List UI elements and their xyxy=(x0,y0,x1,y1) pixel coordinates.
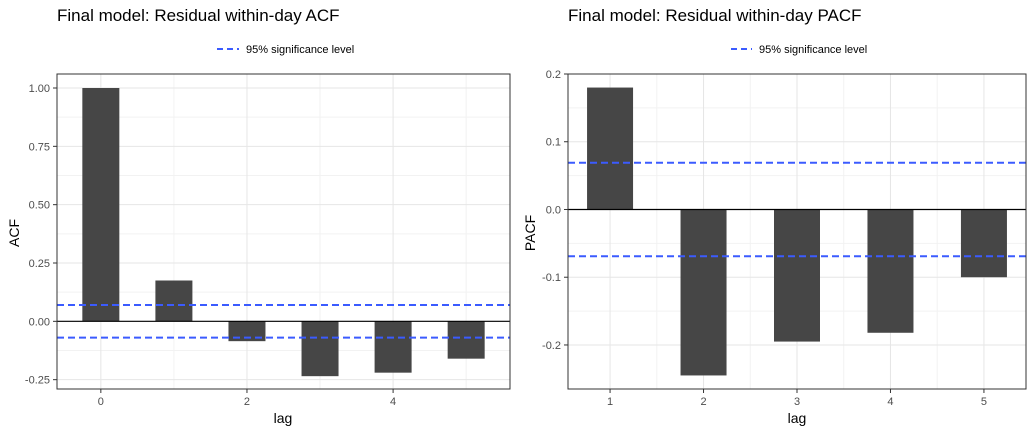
acf-y-axis-title: ACF xyxy=(6,219,22,247)
pacf-chart: Final model: Residual within-day PACF 95… xyxy=(522,6,1027,426)
acf-bar-lag-2 xyxy=(228,321,266,342)
acf-y-tick-label: 0.75 xyxy=(29,141,50,153)
acf-plot-area: -0.25 0.00 0.25 0.50 0.75 1.00 0 2 4 xyxy=(25,73,511,408)
pacf-y-tick-label: 0.2 xyxy=(546,69,561,81)
acf-chart: Final model: Residual within-day ACF 95%… xyxy=(6,6,511,426)
pacf-legend-label: 95% significance level xyxy=(759,44,867,56)
acf-chart-title: Final model: Residual within-day ACF xyxy=(57,6,340,25)
acf-bar-lag-4 xyxy=(374,321,412,373)
pacf-bar-lag-2 xyxy=(680,209,727,376)
acf-y-tick-label: -0.25 xyxy=(25,375,50,387)
pacf-x-tick-label: 4 xyxy=(887,396,893,408)
acf-y-tick-label: 0.25 xyxy=(29,258,50,270)
pacf-y-tick-label: -0.1 xyxy=(542,272,561,284)
pacf-chart-title: Final model: Residual within-day PACF xyxy=(568,6,862,25)
pacf-y-tick-label: 0.0 xyxy=(546,204,561,216)
pacf-bar-lag-1 xyxy=(587,87,634,210)
acf-bar-lag-3 xyxy=(301,321,339,377)
acf-x-tick-label: 4 xyxy=(390,396,396,408)
acf-y-tick-label: 0.00 xyxy=(29,316,50,328)
pacf-bar-lag-5 xyxy=(960,209,1007,278)
pacf-y-tick-label: -0.2 xyxy=(542,340,561,352)
acf-x-tick-label: 2 xyxy=(244,396,250,408)
pacf-plot-area: -0.2 -0.1 0.0 0.1 0.2 1 2 3 4 5 xyxy=(542,69,1027,408)
pacf-y-axis-title: PACF xyxy=(522,215,538,251)
pacf-x-tick-label: 3 xyxy=(794,396,800,408)
pacf-x-tick-label: 2 xyxy=(700,396,706,408)
acf-legend-label: 95% significance level xyxy=(246,44,354,56)
acf-bar-lag-0 xyxy=(82,88,120,322)
acf-bar-lag-1 xyxy=(155,280,193,322)
pacf-x-tick-label: 1 xyxy=(607,396,613,408)
pacf-bar-lag-4 xyxy=(867,209,914,333)
acf-x-axis-title: lag xyxy=(274,410,293,426)
pacf-x-axis-title: lag xyxy=(788,410,807,426)
acf-y-tick-label: 0.50 xyxy=(29,200,50,212)
pacf-bar-lag-3 xyxy=(774,209,820,342)
acf-x-tick-label: 0 xyxy=(98,396,104,408)
acf-bar-lag-5 xyxy=(447,321,485,359)
acf-y-tick-label: 1.00 xyxy=(29,83,50,95)
acf-panel-border xyxy=(56,73,511,390)
pacf-x-tick-label: 5 xyxy=(981,396,987,408)
pacf-y-tick-label: 0.1 xyxy=(546,137,561,149)
